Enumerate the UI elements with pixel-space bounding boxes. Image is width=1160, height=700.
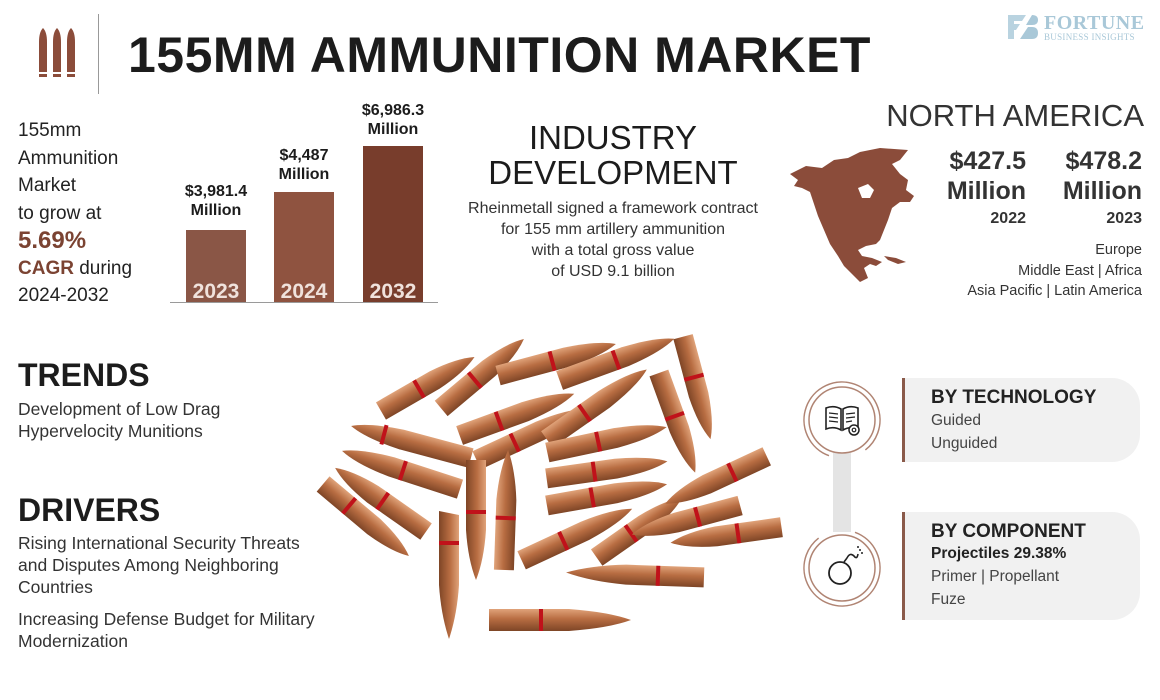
trends-text: Development of Low Drag Hypervelocity Mu…	[18, 399, 221, 441]
segment-card-technology: BY TECHNOLOGY Guided Unguided	[902, 378, 1140, 462]
north-america-map-icon	[790, 148, 914, 282]
bullets-illustration	[316, 334, 783, 639]
north-america-title: NORTH AMERICA	[886, 98, 1144, 133]
other-regions-list: Europe Middle East | Africa Asia Pacific…	[967, 242, 1142, 299]
drivers-title: DRIVERS	[18, 492, 161, 528]
bullets-icon	[39, 28, 75, 77]
segment-highlight: Projectiles 29.38%	[931, 545, 1067, 562]
trends-title: TRENDS	[18, 357, 150, 393]
segment-title: BY COMPONENT	[931, 521, 1086, 542]
na-stat-2023: $478.2 Million 2023	[1062, 147, 1142, 227]
book-gear-icon	[803, 381, 881, 459]
bar-value-label: $6,986.3 Million	[361, 102, 425, 138]
industry-development-text: Rheinmetall signed a framework contract …	[468, 200, 758, 280]
bar-value-label: $3,981.4 Million	[184, 183, 248, 219]
bar-year-label: 2032	[369, 280, 417, 303]
bar-2024: $4,487 Million 2024	[274, 147, 334, 303]
industry-development-title: INDUSTRY DEVELOPMENT	[488, 119, 738, 191]
growth-line: 155mm	[18, 120, 82, 141]
bar-year-label: 2023	[192, 280, 240, 303]
growth-line: Ammunition	[18, 147, 119, 169]
na-stat-2022: $427.5 Million 2022	[946, 147, 1026, 227]
header-divider	[98, 14, 99, 94]
page-title: 155MM AMMUNITION MARKET	[128, 27, 871, 83]
fortune-logo: FORTUNE BUSINESS INSIGHTS	[1006, 12, 1146, 42]
segment-item: Primer | Propellant	[931, 568, 1060, 585]
growth-line: Market	[18, 175, 77, 196]
growth-period: 2024-2032	[18, 285, 109, 306]
logo-mark-icon	[1008, 15, 1038, 39]
segment-card-component: BY COMPONENT Projectiles 29.38% Primer |…	[902, 512, 1140, 620]
growth-summary: 155mm Ammunition Market to grow at 5.69%…	[18, 117, 168, 310]
driver-item-1: Rising International Security Threats an…	[18, 533, 300, 597]
bar-value-label: $4,487 Million	[278, 147, 330, 183]
segment-title: BY TECHNOLOGY	[931, 387, 1097, 408]
segment-item: Unguided	[931, 435, 998, 452]
cagr-value: 5.69%	[18, 227, 87, 254]
logo-subtitle: BUSINESS INSIGHTS	[1044, 31, 1135, 42]
segment-item: Fuze	[931, 591, 966, 608]
segment-connector	[833, 452, 851, 532]
x-axis-line	[170, 301, 438, 303]
logo-name: FORTUNE	[1044, 11, 1145, 34]
cagr-label: CAGR	[18, 257, 74, 279]
bar-2023: $3,981.4 Million 2023	[185, 183, 247, 303]
market-size-bar-chart: $3,981.4 Million 2023 $4,487 Million 2024 …	[170, 95, 440, 305]
segment-item: Guided	[931, 412, 981, 429]
bar-year-label: 2024	[280, 280, 328, 303]
driver-item-2: Increasing Defense Budget for Military M…	[18, 609, 315, 651]
bomb-icon	[803, 529, 881, 607]
growth-line: to grow at	[18, 202, 102, 224]
bar-2032: $6,986.3 Million 2032	[362, 102, 424, 303]
growth-during: during	[73, 257, 133, 279]
